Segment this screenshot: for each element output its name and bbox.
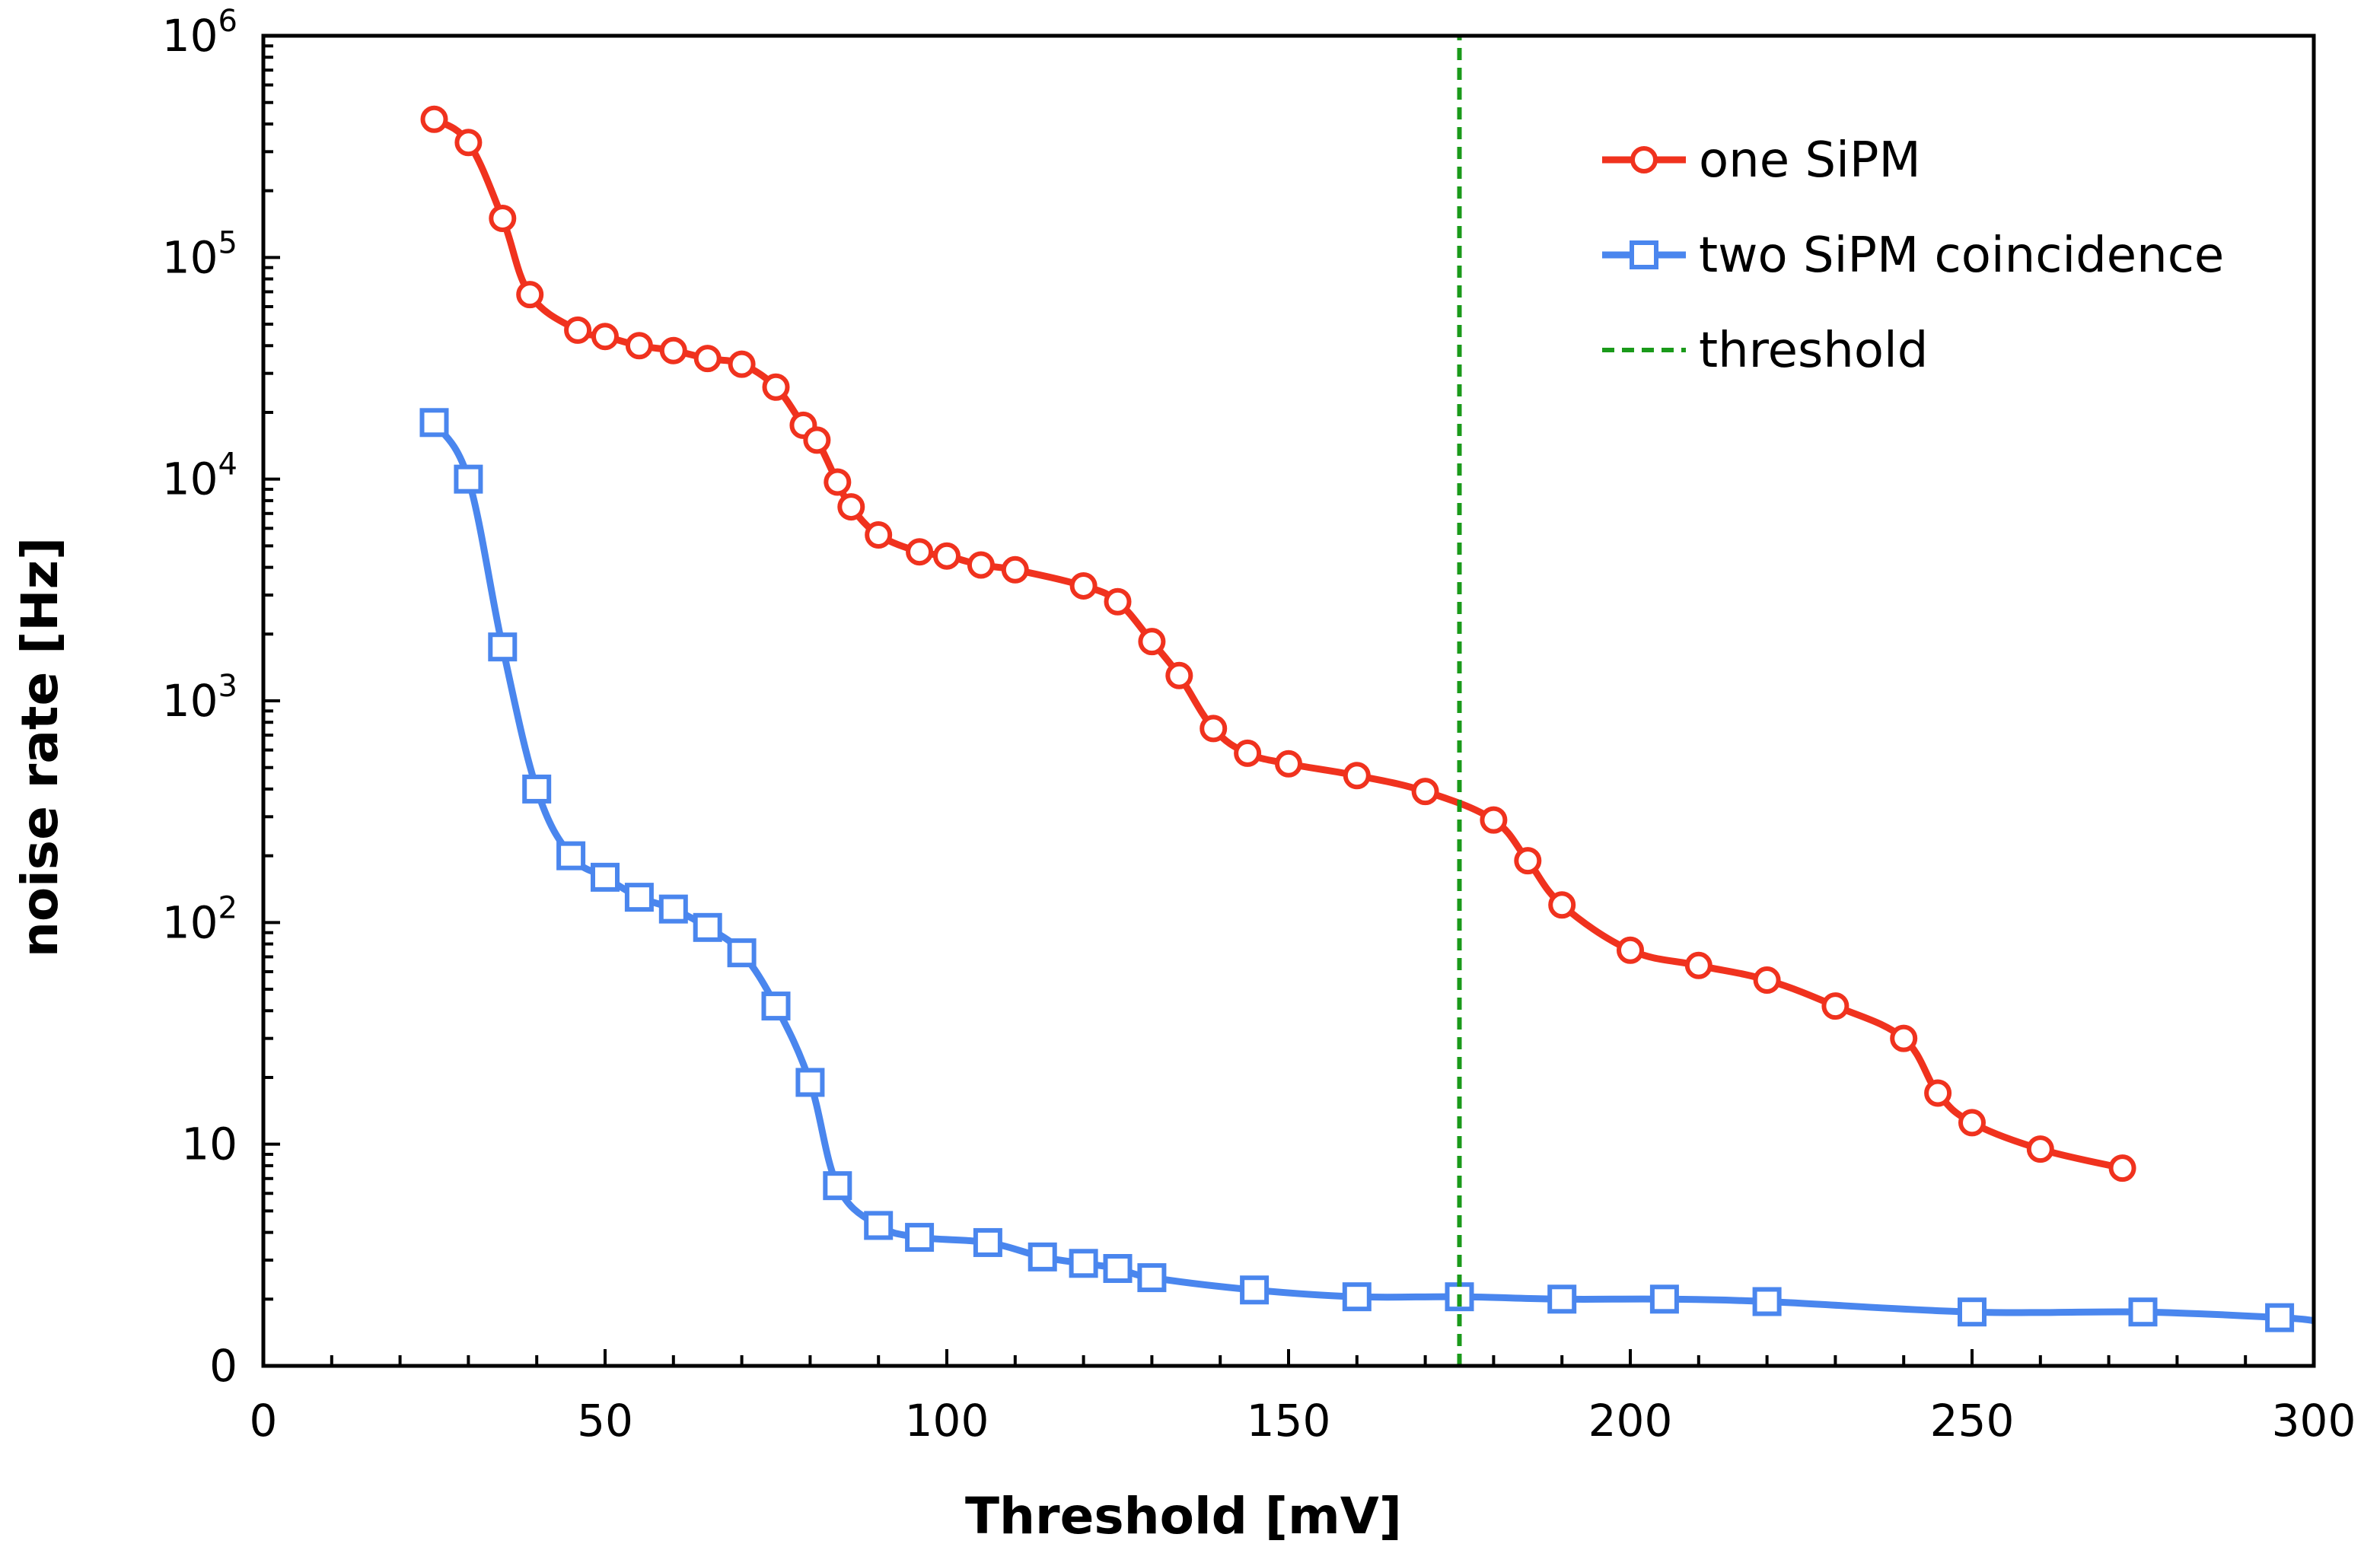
legend-label-two-sipm: two SiPM coincidence (1699, 228, 2224, 284)
y-axis-title: noise rate [Hz] (11, 537, 69, 957)
series-one-sipm (420, 105, 2136, 1182)
data-point (659, 336, 687, 364)
x-tick-label: 250 (1930, 1395, 2015, 1447)
data-point (1548, 891, 1576, 919)
data-point (803, 426, 831, 454)
data-point (1480, 806, 1508, 834)
data-point (1958, 1109, 1986, 1137)
y-tick-label: 10 (181, 1119, 237, 1170)
data-point (1753, 966, 1781, 994)
data-point (1924, 1079, 1952, 1107)
data-point (906, 538, 934, 566)
data-point (1617, 936, 1644, 964)
data-point (1137, 1263, 1167, 1293)
data-point (1234, 739, 1262, 767)
y-tick-label: 103 (162, 669, 237, 727)
data-point (1103, 1254, 1133, 1284)
legend-label-one-sipm: one SiPM (1699, 132, 1921, 189)
data-point (1165, 661, 1193, 689)
legend-marker-two-sipm (1630, 240, 1658, 269)
data-point (1275, 750, 1302, 778)
data-point (419, 408, 449, 438)
plot-frame (261, 33, 2316, 1368)
legend-marker-one-sipm (1630, 146, 1658, 173)
data-point (2026, 1135, 2054, 1163)
x-axis-title: Threshold [mV] (965, 1487, 1402, 1545)
data-point (1411, 778, 1439, 806)
series-two-sipm-coincidence (419, 408, 2315, 1332)
data-point (1752, 1287, 1782, 1316)
data-point (516, 281, 544, 309)
x-tick-label: 300 (2272, 1395, 2356, 1447)
data-point (933, 542, 961, 570)
data-point (728, 350, 756, 378)
x-tick-label: 50 (577, 1395, 633, 1447)
data-point (1001, 555, 1029, 584)
x-tick-label: 200 (1588, 1395, 1673, 1447)
data-point (488, 632, 518, 662)
data-point (624, 883, 654, 912)
data-point (564, 316, 592, 344)
data-point (1821, 992, 1850, 1020)
data-point (967, 551, 995, 579)
data-point (522, 774, 552, 804)
data-point (761, 991, 791, 1021)
data-point (837, 493, 865, 521)
data-point (591, 862, 620, 892)
data-point (2265, 1303, 2295, 1332)
y-tick-label: 104 (162, 447, 237, 505)
data-point (727, 938, 757, 968)
data-point (823, 1171, 852, 1201)
data-point (2128, 1297, 2158, 1327)
data-point (1684, 951, 1713, 979)
data-point (454, 129, 483, 157)
x-tick-label: 0 (250, 1395, 278, 1447)
y-tick-label: 106 (162, 4, 237, 62)
data-point (1547, 1284, 1577, 1314)
data-point (454, 464, 483, 494)
data-point (1069, 571, 1098, 600)
x-tick-label: 100 (905, 1395, 989, 1447)
y-axis: 0 10 102 103 104 105 106 (162, 4, 280, 1392)
data-point (973, 1227, 1002, 1257)
data-point (1028, 1242, 1057, 1272)
data-point (1958, 1297, 1987, 1327)
data-point (2108, 1154, 2136, 1182)
data-point (1342, 1282, 1372, 1312)
data-point (1514, 847, 1542, 875)
data-point (1138, 628, 1166, 656)
data-point (1343, 762, 1371, 790)
data-point (865, 521, 893, 549)
plot-area (261, 33, 2316, 1368)
data-point (420, 105, 448, 133)
data-point (658, 894, 688, 924)
data-point (693, 912, 722, 942)
data-point (864, 1211, 894, 1240)
x-tick-label: 150 (1247, 1395, 1331, 1447)
data-point (1069, 1249, 1098, 1278)
data-point (489, 205, 517, 233)
y-tick-label: 102 (162, 890, 237, 948)
data-point (1104, 587, 1132, 616)
data-point (1890, 1024, 1918, 1052)
data-point (762, 373, 790, 401)
data-point (1240, 1275, 1270, 1305)
y-tick-label: 0 (209, 1340, 237, 1392)
data-point (591, 323, 619, 351)
data-point (905, 1223, 935, 1252)
data-point (795, 1068, 825, 1097)
y-tick-label: 105 (162, 225, 237, 283)
data-point (1649, 1284, 1679, 1314)
data-point (556, 841, 586, 871)
data-point (693, 345, 722, 373)
legend: one SiPM two SiPM coincidence threshold (1602, 132, 2224, 379)
legend-label-threshold: threshold (1699, 323, 1928, 379)
data-point (625, 332, 653, 360)
series-layer (419, 36, 2315, 1366)
data-point (824, 468, 852, 496)
x-axis: 0 50 100 150 200 250 300 (250, 1349, 2356, 1447)
data-point (1200, 715, 1228, 743)
